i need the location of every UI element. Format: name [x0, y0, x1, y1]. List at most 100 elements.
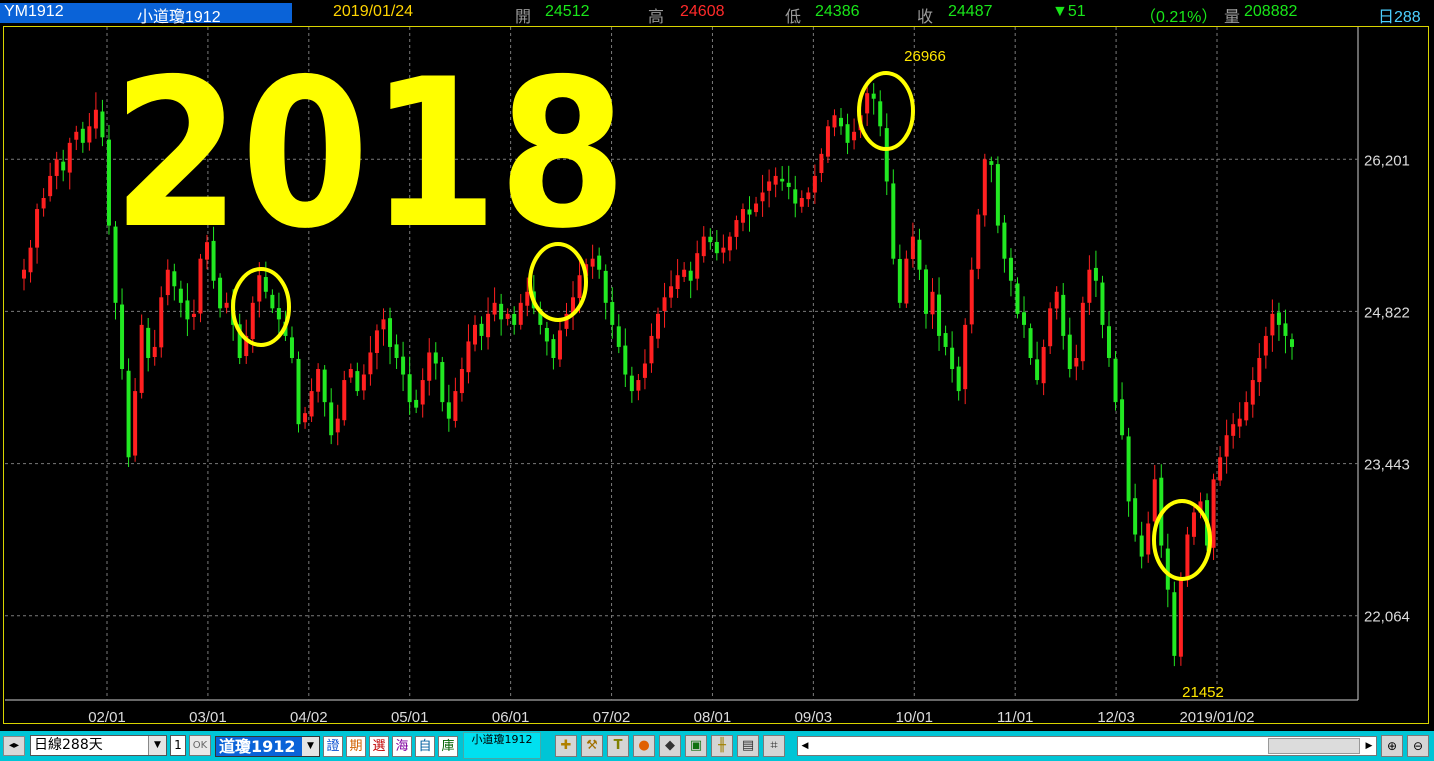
color-icon[interactable]: ● — [633, 735, 655, 757]
print-icon[interactable]: ▤ — [737, 735, 759, 757]
scroll-thumb[interactable] — [1268, 738, 1360, 754]
candle-body — [1257, 357, 1262, 383]
candle-body — [1244, 402, 1249, 421]
candle-body — [133, 391, 138, 456]
candle-body — [871, 93, 876, 99]
horizontal-scrollbar[interactable]: ◀ ▶ — [797, 736, 1377, 756]
candle-body — [276, 308, 281, 320]
tab-symbol[interactable]: 小道瓊1912 — [463, 732, 541, 759]
period-value: 日線288天 — [34, 737, 103, 753]
candle-body — [1035, 359, 1040, 381]
candle-body — [518, 302, 523, 325]
candle-body — [1041, 346, 1046, 384]
candle-body — [1152, 479, 1157, 522]
candle-body — [361, 374, 366, 391]
highlight-circle — [528, 242, 588, 322]
days-count: 日288 — [1378, 9, 1421, 26]
ok-button[interactable]: OK — [189, 735, 211, 756]
nav-arrows-button[interactable]: ◂▸ — [3, 736, 25, 756]
candle-body — [956, 366, 961, 392]
candle-body — [642, 363, 647, 378]
excel-icon[interactable]: ▣ — [685, 735, 707, 757]
candle-body — [178, 288, 183, 303]
symbol-select-value: 道瓊1912 — [219, 737, 296, 756]
candle-body — [289, 337, 294, 358]
candle-body — [1198, 501, 1203, 513]
x-tick-label: 10/01 — [895, 709, 933, 726]
candle-body — [420, 380, 425, 405]
options-tag-button[interactable]: 選 — [369, 736, 389, 757]
candle-body — [1022, 312, 1027, 325]
candle-body — [1237, 418, 1242, 427]
candle-body — [557, 330, 562, 360]
candle-body — [139, 324, 144, 393]
bottom-toolbar: ◂▸ 日線288天 ▼ 1 OK 道瓊1912 ▼ 證 期 選 海 自 庫 小道… — [0, 731, 1434, 761]
candle-body — [747, 209, 752, 215]
candle-body — [1185, 534, 1190, 581]
candle-body — [767, 181, 772, 191]
candle-body — [1191, 512, 1196, 537]
candle-body — [793, 189, 798, 204]
candle-body — [303, 413, 308, 423]
candle-body — [760, 192, 765, 202]
volume-label: 量 — [1224, 9, 1241, 26]
candle-body — [538, 308, 543, 325]
candle-body — [1008, 257, 1013, 281]
quantity-field[interactable]: 1 — [170, 735, 186, 756]
candle-body — [982, 159, 987, 216]
chevron-down-icon[interactable]: ▼ — [148, 736, 166, 755]
scroll-right-icon[interactable]: ▶ — [1365, 741, 1373, 751]
overseas-tag-button[interactable]: 海 — [392, 736, 412, 757]
candle-body — [316, 369, 321, 392]
highlight-circle — [1152, 499, 1212, 581]
bars-icon[interactable]: ╫ — [711, 735, 733, 757]
candle-body — [329, 402, 334, 436]
candle-body — [806, 192, 811, 200]
symbol-box[interactable] — [0, 3, 292, 23]
period-select[interactable]: 日線288天 ▼ — [30, 735, 167, 756]
text-tool-icon[interactable]: T — [607, 735, 629, 757]
crop-icon[interactable]: ⌗ — [763, 735, 785, 757]
candle-body — [636, 380, 641, 391]
candle-body — [61, 161, 66, 171]
zoom-out-icon[interactable]: ⊖ — [1407, 735, 1429, 757]
eraser-icon[interactable]: ◆ — [659, 735, 681, 757]
candle-body — [616, 326, 621, 347]
scroll-left-icon[interactable]: ◀ — [801, 741, 809, 751]
candle-body — [486, 313, 491, 338]
candle-body — [499, 303, 504, 320]
futures-tag-button[interactable]: 期 — [346, 736, 366, 757]
candle-body — [472, 324, 477, 345]
candle-body — [74, 131, 79, 140]
custom-tag-button[interactable]: 自 — [415, 736, 435, 757]
crosshair-icon[interactable]: ✚ — [555, 735, 577, 757]
low-value: 24386 — [815, 3, 860, 20]
zoom-in-icon[interactable]: ⊕ — [1381, 735, 1403, 757]
candle-body — [374, 330, 379, 353]
candle-body — [891, 183, 896, 259]
wrench-icon[interactable]: ⚒ — [581, 735, 603, 757]
candle-body — [865, 93, 870, 114]
candle-body — [1054, 291, 1059, 309]
candle-body — [113, 226, 118, 303]
library-tag-button[interactable]: 庫 — [438, 736, 458, 757]
candle-body — [989, 161, 994, 165]
candle-body — [1218, 457, 1223, 481]
candle-body — [414, 399, 419, 408]
stock-tag-button[interactable]: 證 — [323, 736, 343, 757]
candlestick-chart[interactable]: 2018 26,201 24,822 23,443 22,064 02/01 03/01 0… — [0, 0, 1434, 731]
candle-body — [963, 324, 968, 390]
candle-body — [388, 318, 393, 347]
candle-body — [852, 131, 857, 141]
candle-body — [649, 335, 654, 364]
candle-body — [590, 258, 595, 267]
symbol-select[interactable]: 道瓊1912 ▼ — [215, 736, 320, 757]
chart-frame — [3, 26, 1429, 724]
candle-body — [695, 253, 700, 279]
candle-body — [80, 128, 85, 143]
candle-body — [191, 313, 196, 317]
x-tick-label: 03/01 — [189, 709, 227, 726]
highlight-circle — [231, 267, 291, 347]
chevron-down-icon[interactable]: ▼ — [302, 737, 319, 756]
candle-body — [1002, 222, 1007, 259]
